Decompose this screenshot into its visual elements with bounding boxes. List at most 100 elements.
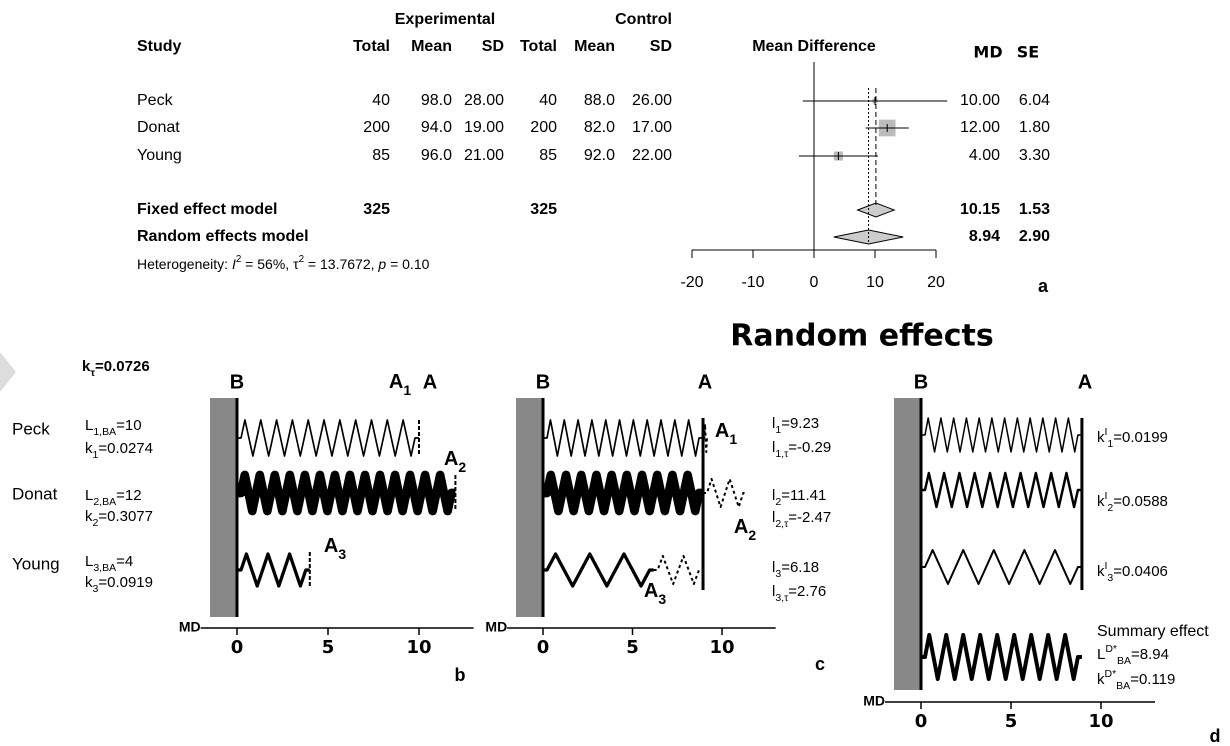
offset-label-part: 2,τ: [775, 518, 789, 530]
summary-stiffness: kD*BA=0.119: [1097, 668, 1175, 692]
end-label: A: [1078, 371, 1092, 393]
study-name: Donat: [137, 119, 180, 136]
cell: 85: [372, 147, 390, 164]
end-label: A3: [644, 580, 666, 606]
offset-label-part: 3,τ: [775, 592, 789, 604]
length-label: L1,BA=10: [85, 417, 142, 438]
end-label-part: A: [715, 420, 729, 442]
stiffness-label: k3=0.0919: [85, 574, 153, 595]
offset-label-part: 1,τ: [775, 448, 789, 460]
x-tick-label: 10: [709, 637, 734, 658]
stiffness-label-part: =0.0274: [98, 440, 153, 457]
length-label-part: L: [85, 417, 93, 434]
column-header: Mean Difference: [752, 38, 876, 55]
end-label: A2: [734, 516, 756, 542]
column-header: SD: [650, 38, 672, 55]
cell: 26.00: [632, 92, 672, 109]
summary-stiffness-part: BA: [1116, 680, 1130, 692]
column-header: Total: [520, 38, 557, 55]
stiffness-label-part: =0.0588: [1113, 493, 1168, 510]
summary-stiffness-part: D*: [1105, 668, 1117, 680]
column-header: SE: [1017, 43, 1039, 62]
end-label-part: 1: [403, 382, 411, 398]
length-label-part: 3: [775, 568, 781, 580]
k-tau-part: k: [82, 358, 91, 375]
end-label-part: 3: [338, 546, 346, 562]
length-label-part: =4: [116, 553, 133, 570]
x-tick-label: 10: [1088, 711, 1113, 732]
heterogeneity: Heterogeneity: I2 = 56%, τ2 = 13.7672, p…: [137, 254, 430, 272]
spring: [921, 471, 1082, 509]
stiffness-label-part: k: [85, 574, 93, 591]
panel-label: d: [1210, 726, 1221, 746]
stiffness-label-part: 2: [1107, 502, 1113, 514]
summary-length-part: L: [1097, 646, 1105, 663]
x-tick-label: 10: [406, 637, 431, 658]
end-label: A: [423, 371, 437, 393]
offset-label-part: l: [772, 583, 775, 600]
k-tau-part: τ: [90, 367, 95, 379]
end-label: A1: [389, 371, 411, 397]
cell: 22.00: [632, 147, 672, 164]
md-value: 12.00: [960, 119, 1000, 136]
summary-diamond: [856, 202, 896, 218]
wall: [894, 398, 921, 690]
md-value: 10.00: [960, 92, 1000, 109]
length-label-part: =6.18: [781, 559, 819, 576]
end-label-part: A: [389, 371, 403, 393]
cell: 88.0: [584, 92, 615, 109]
heterogeneity-part: Heterogeneity:: [137, 256, 232, 272]
x-tick-label: 0: [537, 637, 550, 658]
end-label: A2: [444, 448, 466, 474]
x-tick-label: 5: [626, 637, 639, 658]
spring: [236, 470, 456, 516]
spring-dotted: [653, 555, 704, 585]
cell: 21.00: [464, 147, 504, 164]
length-label-part: =11.41: [781, 487, 826, 504]
wall-label: B: [230, 371, 244, 393]
end-label-part: 1: [729, 431, 737, 447]
x-tick-label: 0: [231, 637, 244, 658]
spring: [542, 470, 704, 516]
cell: 82.0: [584, 119, 615, 136]
length-label: l3=6.18: [772, 559, 819, 580]
length-label-part: 2: [775, 496, 781, 508]
summary-length-part: D*: [1105, 643, 1117, 655]
end-label: A1: [715, 420, 737, 446]
spring: [543, 419, 704, 457]
k-tau: kτ=0.0726: [82, 358, 150, 379]
summary-length-part: BA: [1117, 655, 1131, 667]
stiffness-label-part: 3: [1107, 572, 1113, 584]
x-tick-label: 5: [322, 637, 335, 658]
x-tick-label: 0: [915, 711, 928, 732]
axis-label: MD: [863, 693, 885, 709]
study-name: Peck: [137, 92, 174, 109]
end-label: A: [698, 371, 712, 393]
cell: 325: [363, 201, 390, 218]
column-header: MD: [973, 43, 1002, 62]
end-label-part: 2: [748, 527, 756, 543]
heterogeneity-part: = 56%,: [241, 256, 293, 272]
end-label-part: 2: [458, 459, 466, 475]
cell: 94.0: [421, 119, 452, 136]
heterogeneity-part: p: [377, 256, 386, 272]
stiffness-label-part: k: [85, 440, 93, 457]
cell: 96.0: [421, 147, 452, 164]
length-label-part: 1,BA: [93, 426, 116, 438]
summary-title: Summary effect: [1097, 623, 1209, 640]
stiffness-label: kI3=0.0406: [1097, 560, 1168, 584]
spring-dotted: [703, 478, 748, 508]
study-name: Donat: [12, 484, 58, 503]
cell: 17.00: [632, 119, 672, 136]
offset-label-part: =-2.47: [788, 509, 831, 526]
length-label: l1=9.23: [772, 415, 819, 436]
x-tick-label: 20: [927, 274, 945, 291]
stiffness-label-part: I: [1105, 490, 1108, 502]
stiffness-label-part: =0.3077: [98, 508, 153, 525]
summary-length-part: =8.94: [1131, 646, 1169, 663]
x-tick-label: 0: [810, 274, 819, 291]
wall-label: B: [536, 371, 550, 393]
cell: 40: [372, 92, 390, 109]
stiffness-label: k1=0.0274: [85, 440, 153, 461]
